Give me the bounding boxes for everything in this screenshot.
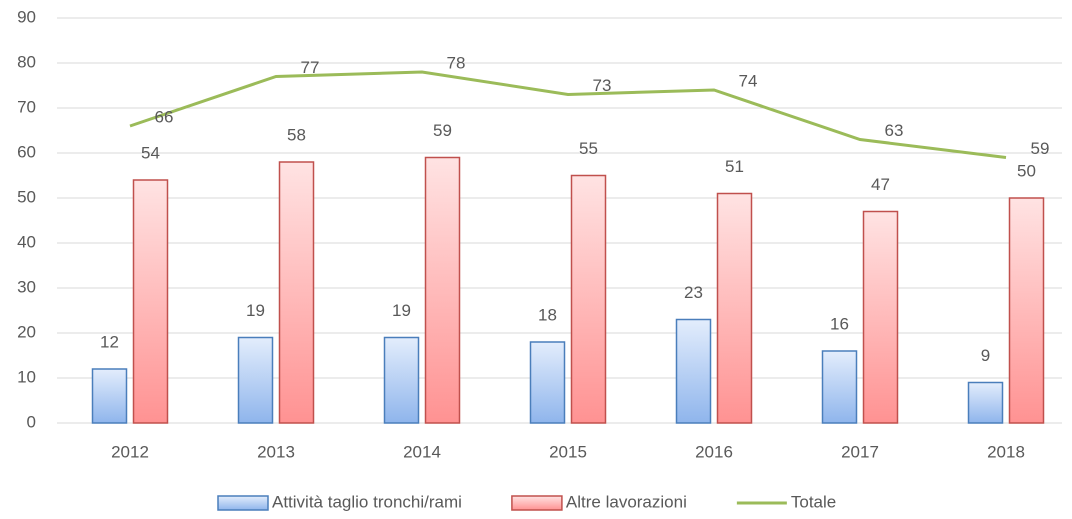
data-label: 59: [433, 121, 452, 140]
line-label: 63: [885, 121, 904, 140]
x-tick-label: 2016: [695, 442, 733, 461]
data-label: 16: [830, 314, 849, 333]
data-label: 55: [579, 139, 598, 158]
line-label: 74: [739, 71, 758, 90]
line-label: 59: [1031, 139, 1050, 158]
legend-label: Altre lavorazioni: [566, 492, 687, 511]
bar: [862, 210, 899, 424]
y-tick-label: 80: [17, 52, 36, 71]
data-label: 12: [100, 332, 119, 351]
y-tick-label: 20: [17, 322, 36, 341]
y-tick-label: 30: [17, 277, 36, 296]
legend-label: Attività taglio tronchi/rami: [272, 492, 462, 511]
bar: [91, 368, 128, 424]
y-tick-label: 50: [17, 187, 36, 206]
data-label: 9: [981, 346, 990, 365]
y-tick-label: 0: [27, 412, 36, 431]
legend-swatch: [511, 495, 563, 511]
bar: [383, 336, 420, 424]
data-label: 19: [392, 301, 411, 320]
bar: [570, 174, 607, 424]
bar: [529, 341, 566, 424]
line-label: 73: [593, 76, 612, 95]
data-label: 58: [287, 125, 306, 144]
y-tick-label: 90: [17, 7, 36, 26]
x-tick-label: 2018: [987, 442, 1025, 461]
bar: [237, 336, 274, 424]
x-tick-label: 2012: [111, 442, 149, 461]
x-tick-label: 2014: [403, 442, 441, 461]
bar: [278, 161, 315, 424]
bar: [132, 179, 169, 424]
bar: [424, 156, 461, 424]
y-tick-label: 70: [17, 97, 36, 116]
legend-swatch: [217, 495, 269, 511]
data-label: 18: [538, 305, 557, 324]
line-label: 78: [447, 53, 466, 72]
data-label: 51: [725, 157, 744, 176]
line-label: 77: [301, 58, 320, 77]
bar: [1008, 197, 1045, 424]
bar: [675, 318, 712, 424]
x-tick-label: 2015: [549, 442, 587, 461]
x-tick-label: 2017: [841, 442, 879, 461]
y-tick-label: 40: [17, 232, 36, 251]
y-tick-label: 60: [17, 142, 36, 161]
bar: [716, 192, 753, 424]
legend-label: Totale: [791, 492, 836, 511]
y-tick-label: 10: [17, 367, 36, 386]
data-label: 54: [141, 143, 160, 162]
x-tick-label: 2013: [257, 442, 295, 461]
data-label: 23: [684, 283, 703, 302]
bar: [967, 381, 1004, 424]
line: [129, 70, 1007, 159]
line-label: 66: [155, 107, 174, 126]
data-label: 47: [871, 175, 890, 194]
data-label: 50: [1017, 161, 1036, 180]
data-label: 19: [246, 301, 265, 320]
bar: [821, 350, 858, 424]
